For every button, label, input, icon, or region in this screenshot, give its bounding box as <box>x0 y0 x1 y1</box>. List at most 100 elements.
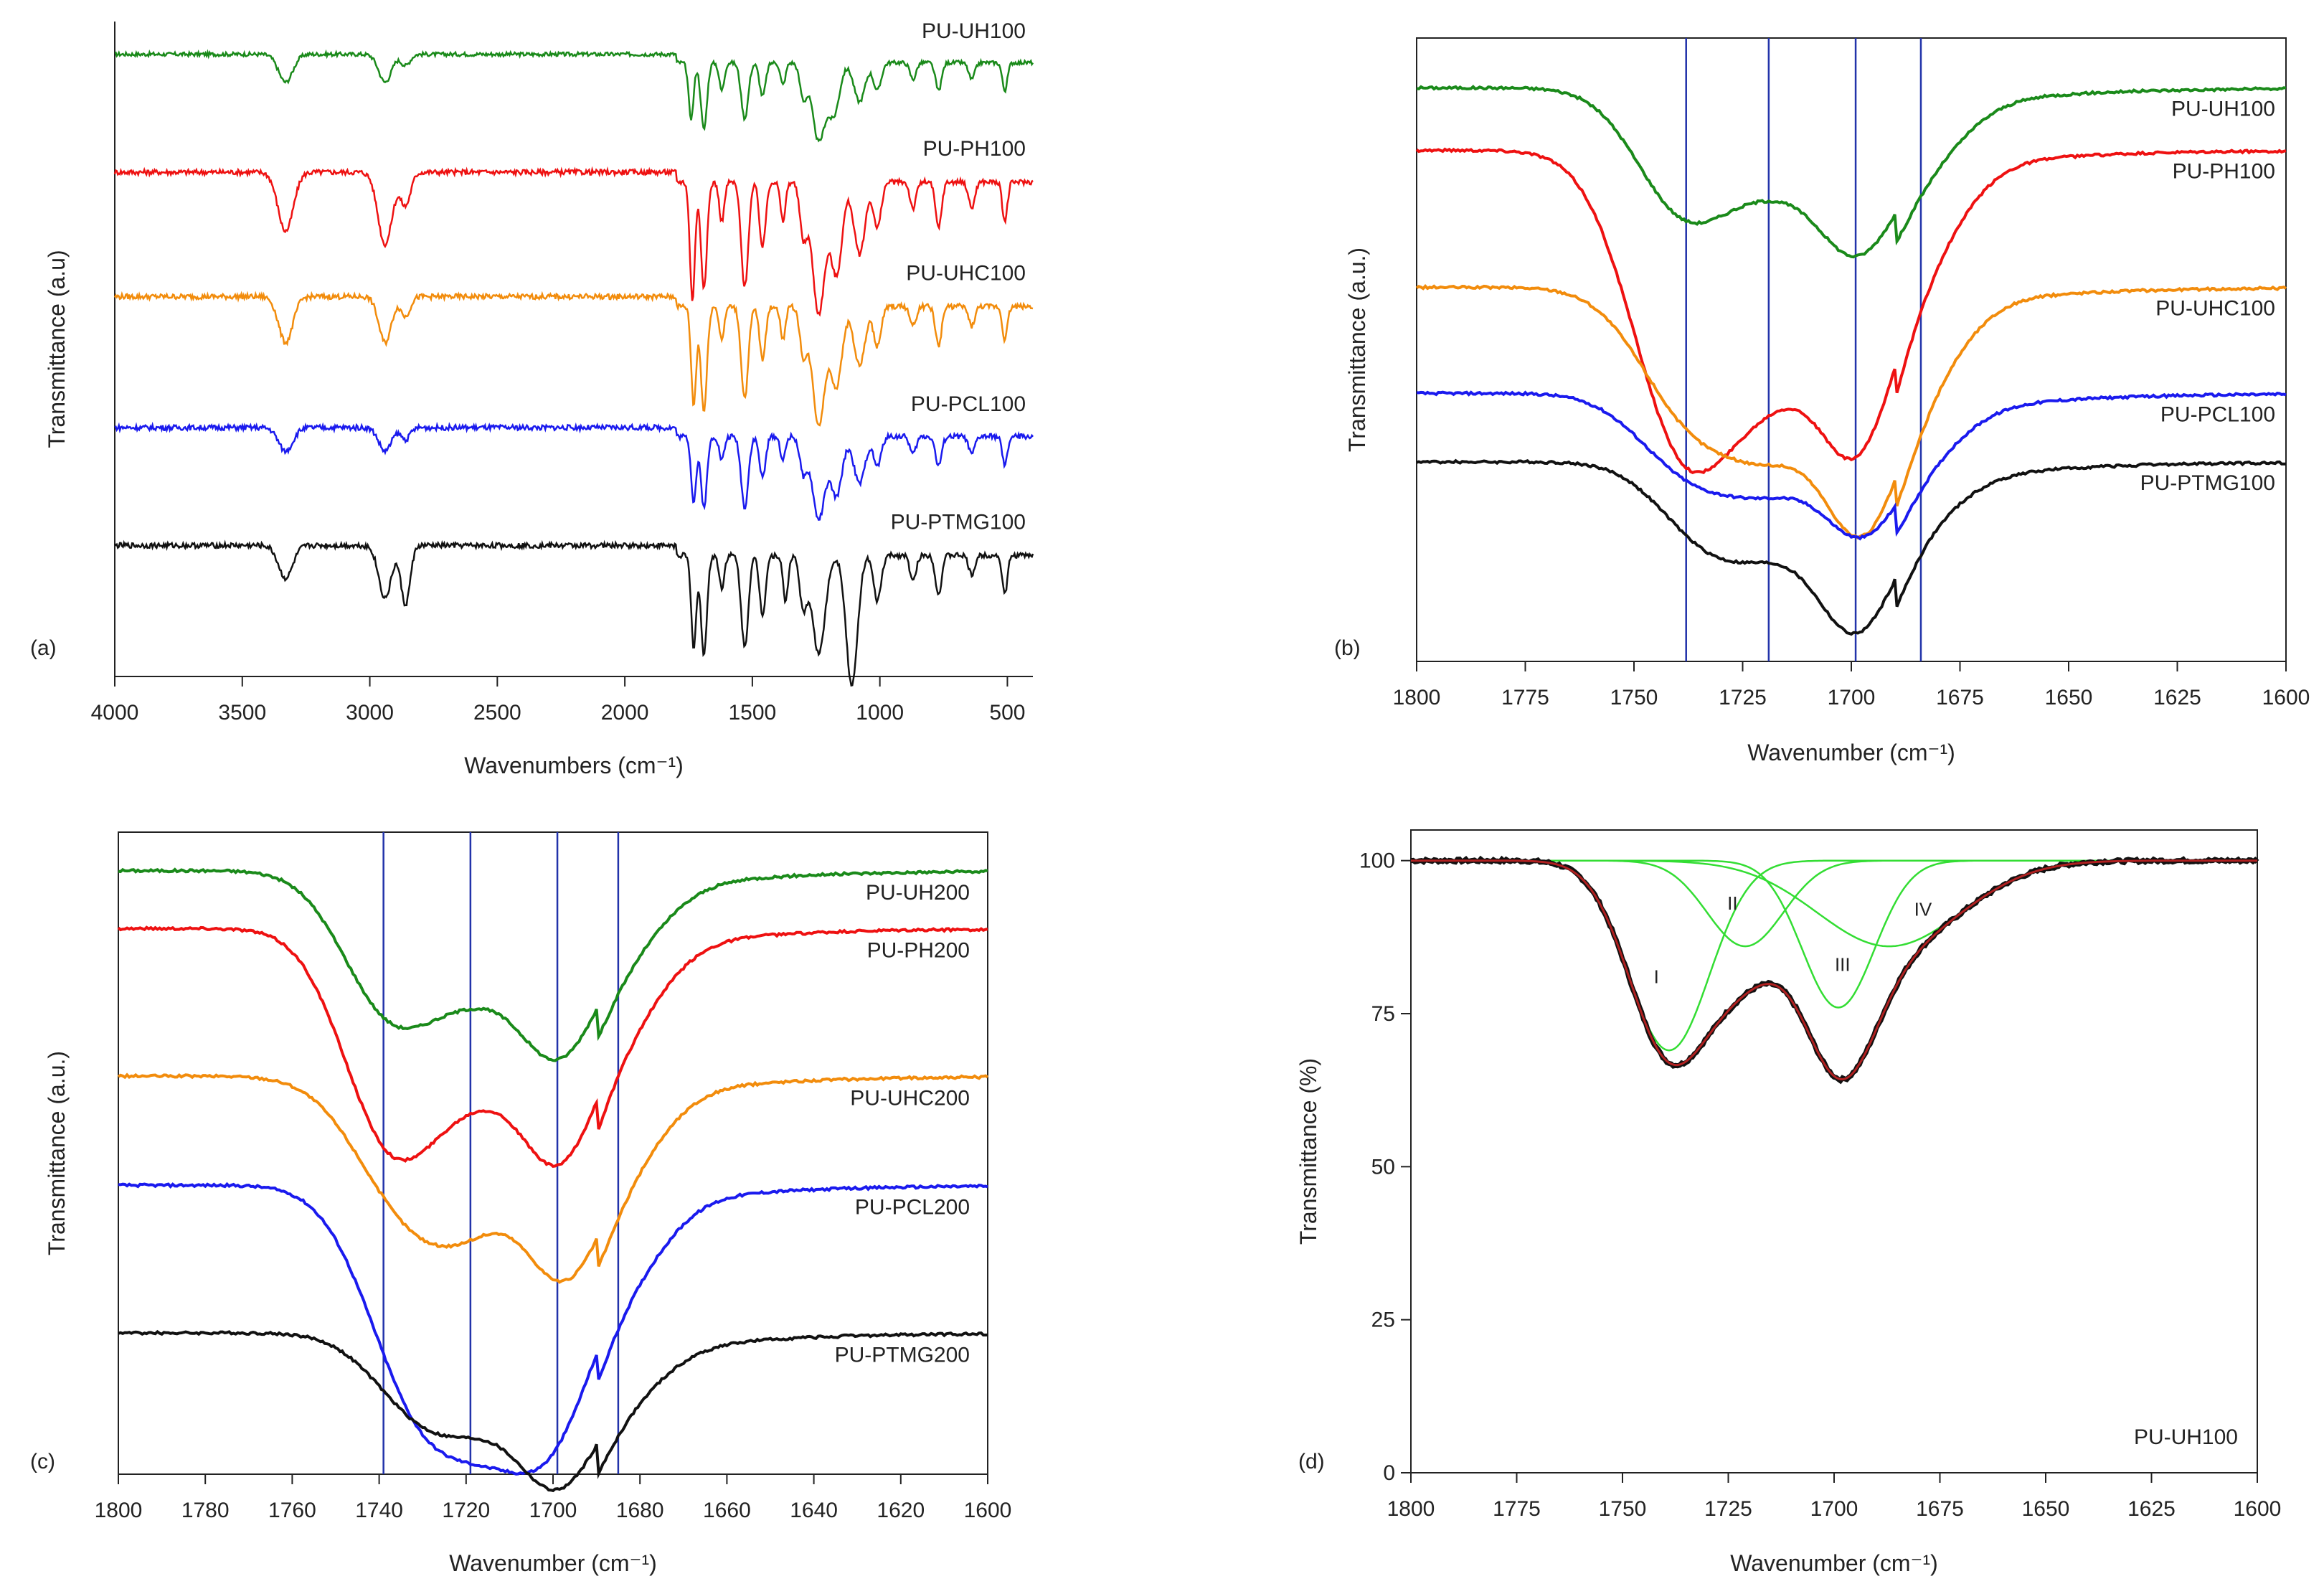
x-tick-label: 1640 <box>790 1499 838 1522</box>
panel-label: (b) <box>1334 636 1361 660</box>
panel-label: (c) <box>30 1450 55 1473</box>
x-tick-label: 1740 <box>355 1499 403 1522</box>
fit-spectrum <box>1411 859 2257 1081</box>
series-line <box>117 1072 989 1284</box>
series-label: PU-PH100 <box>2173 160 2275 184</box>
series-line <box>114 49 1034 143</box>
x-tick-label: 1725 <box>1719 686 1767 709</box>
x-tick-label: 1660 <box>703 1499 751 1522</box>
plot-frame <box>1410 829 2258 1473</box>
x-tick-label: 1625 <box>2153 686 2201 709</box>
y-axis-label: Transmittance (a.u) <box>44 250 70 448</box>
x-tick-label: 1775 <box>1501 686 1549 709</box>
series-line <box>117 925 988 1169</box>
y-axis-label: Transmittance (%) <box>1295 1058 1321 1245</box>
series-line <box>113 539 1034 687</box>
series-label: PU-PCL100 <box>2160 402 2275 426</box>
x-tick-label: 1620 <box>877 1499 925 1522</box>
x-tick-label: 1800 <box>1393 686 1441 709</box>
x-tick-label: 2500 <box>473 701 521 725</box>
x-tick-label: 1625 <box>2127 1497 2176 1521</box>
plot-frame <box>1416 37 2287 662</box>
x-tick-label: 1650 <box>2022 1497 2070 1521</box>
x-tick-label: 1725 <box>1704 1497 1752 1521</box>
series-line <box>1416 390 2287 541</box>
panel-label: (a) <box>30 636 57 660</box>
series-label: PU-PH100 <box>923 137 1026 161</box>
x-tick-label: 1700 <box>1810 1497 1858 1521</box>
x-tick-label: 1750 <box>1610 686 1658 709</box>
x-tick-label: 1500 <box>729 701 777 725</box>
panel-d: 1800 1775 1750 1725 1700 1675 1650 1625 1600 0 25 5… <box>1295 829 2282 1576</box>
component-label: IV <box>1914 898 1932 920</box>
series-line <box>113 166 1034 317</box>
series-label: PU-PTMG100 <box>891 511 1026 534</box>
series-line <box>1415 147 2287 475</box>
panel-b: 1800 1775 1750 1725 1700 1675 1650 1625 1600 Wave… <box>1334 37 2310 765</box>
x-tick-label: 1760 <box>268 1499 316 1522</box>
x-tick-label: 1600 <box>2262 686 2310 709</box>
x-tick-label: 1780 <box>181 1499 230 1522</box>
y-tick-label: 75 <box>1371 1002 1395 1026</box>
x-tick-label: 1700 <box>1828 686 1876 709</box>
x-tick-label: 1600 <box>964 1499 1012 1522</box>
series-line <box>1416 458 2287 636</box>
y-tick-label: 100 <box>1359 849 1395 873</box>
x-axis-label: Wavenumber (cm⁻¹) <box>449 1550 657 1576</box>
series-label: PU-UHC200 <box>850 1086 970 1110</box>
series-label: PU-UH200 <box>866 881 970 905</box>
series-label: PU-PTMG100 <box>2140 471 2275 495</box>
series-label: PU-PCL100 <box>911 392 1026 416</box>
y-tick-label: 25 <box>1371 1308 1395 1332</box>
series-label: PU-PTMG200 <box>835 1343 970 1367</box>
component-curve <box>1411 859 2257 948</box>
series-line <box>118 1329 988 1493</box>
x-tick-label: 1675 <box>1936 686 1984 709</box>
x-tick-label: 1800 <box>1387 1497 1435 1521</box>
x-tick-label: 3000 <box>346 701 394 725</box>
component-curve <box>1411 859 2257 1009</box>
x-axis-label: Wavenumber (cm⁻¹) <box>1747 740 1955 765</box>
y-tick-label: 0 <box>1383 1461 1395 1485</box>
x-tick-label: 1650 <box>2045 686 2093 709</box>
series-label: PU-PH200 <box>867 939 970 963</box>
component-label: I <box>1654 966 1659 987</box>
x-tick-label: 3500 <box>218 701 266 725</box>
x-tick-label: 1000 <box>856 701 904 725</box>
series-line <box>113 291 1034 427</box>
x-tick-label: 1750 <box>1599 1497 1647 1521</box>
panel-c: 1800 1780 1760 1740 1720 1700 1680 1660 1640 1620… <box>30 831 1012 1576</box>
series-line <box>1415 284 2287 540</box>
x-tick-label: 2000 <box>601 701 649 725</box>
x-tick-label: 1800 <box>95 1499 143 1522</box>
y-axis-label: Transmittance (a.u.) <box>44 1051 70 1255</box>
series-line <box>114 421 1034 521</box>
x-tick-label: 1775 <box>1493 1497 1541 1521</box>
series-line <box>1416 85 2287 259</box>
y-tick-label: 50 <box>1371 1155 1395 1179</box>
x-tick-label: 1600 <box>2234 1497 2282 1521</box>
component-curve <box>1411 859 2257 948</box>
series-line <box>118 1182 988 1476</box>
component-label: III <box>1835 953 1851 975</box>
series-label: PU-UHC100 <box>2155 297 2275 321</box>
x-tick-label: 500 <box>989 701 1025 725</box>
x-axis-label: Wavenumber (cm⁻¹) <box>1730 1550 1938 1576</box>
inset-label: PU-UH100 <box>2134 1425 2238 1449</box>
x-tick-label: 1680 <box>616 1499 664 1522</box>
component-label: II <box>1727 892 1737 914</box>
series-label: PU-UH100 <box>922 19 1026 43</box>
x-tick-label: 1720 <box>442 1499 490 1522</box>
panel-label: (d) <box>1298 1450 1325 1473</box>
series-label: PU-UHC100 <box>906 262 1026 286</box>
panel-a: 4000 3500 3000 2500 2000 1500 1000 500 Wavenumbe… <box>30 19 1034 778</box>
x-axis-label: Wavenumbers (cm⁻¹) <box>464 753 684 778</box>
series-label: PU-UH100 <box>2171 98 2275 121</box>
x-tick-label: 1700 <box>529 1499 577 1522</box>
y-axis-label: Transmittance (a.u.) <box>1344 247 1370 452</box>
x-tick-label: 4000 <box>91 701 139 725</box>
plot-frame <box>118 831 988 1475</box>
series-line <box>118 867 988 1062</box>
x-tick-label: 1675 <box>1916 1497 1964 1521</box>
